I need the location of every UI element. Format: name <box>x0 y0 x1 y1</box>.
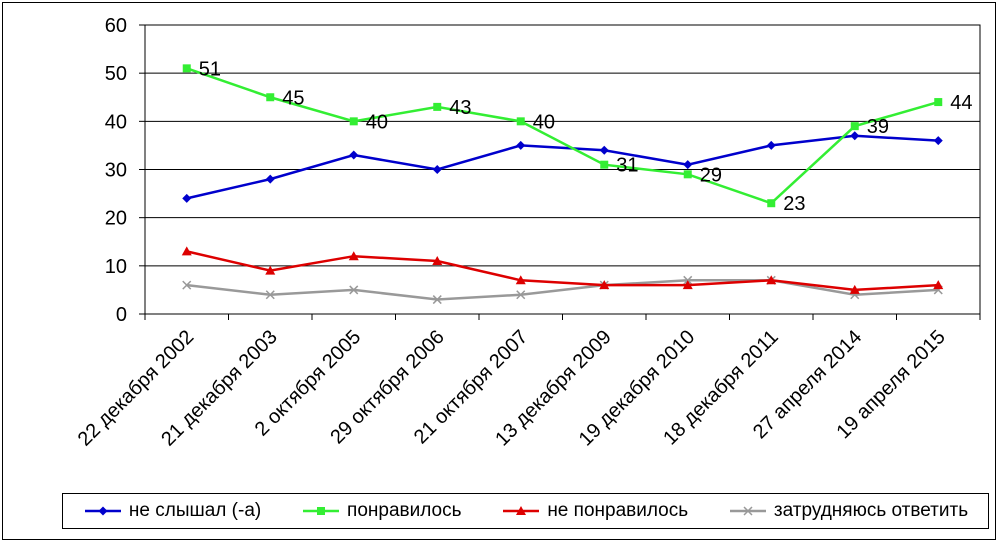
data-point <box>849 284 860 294</box>
legend-label: понравилось <box>347 500 462 521</box>
data-point <box>516 140 526 150</box>
marker-stroke <box>516 290 526 300</box>
data-label: 40 <box>366 111 388 133</box>
data-point <box>683 160 693 170</box>
y-axis-ticks: 0 10 20 30 40 50 60 <box>105 15 127 326</box>
y-tick-label: 60 <box>105 15 127 37</box>
legend-label: не понравилось <box>547 500 689 521</box>
data-label: 39 <box>867 116 889 138</box>
data-label: 40 <box>533 111 555 133</box>
data-point <box>933 280 944 290</box>
y-tick-label: 40 <box>105 111 127 133</box>
legend-swatch <box>729 506 766 516</box>
data-point <box>600 160 609 169</box>
marker-stroke <box>349 285 359 295</box>
grid-lines <box>145 24 980 267</box>
legend-swatch-marker <box>516 506 527 515</box>
series-line <box>186 67 939 205</box>
data-point <box>182 280 192 290</box>
data-point <box>516 117 525 126</box>
y-tick-label: 0 <box>116 304 127 326</box>
series-2 <box>181 246 944 294</box>
y-tick-label: 10 <box>105 256 127 278</box>
data-label: 29 <box>700 164 722 186</box>
data-label: 51 <box>199 58 221 80</box>
legend-swatch <box>303 507 340 515</box>
y-tick-label: 30 <box>105 160 127 182</box>
legend-label: затрудняюсь ответить <box>773 500 969 521</box>
y-tick-label: 50 <box>105 63 127 85</box>
data-point <box>599 280 610 290</box>
legend-swatch-marker <box>743 506 753 516</box>
data-point <box>767 199 776 208</box>
series-line <box>186 279 939 301</box>
legend-item: не слышал (-а) <box>83 500 261 522</box>
data-point <box>433 102 442 111</box>
marker-stroke <box>182 280 192 290</box>
data-point <box>516 290 526 300</box>
legend-swatch-marker <box>317 507 326 515</box>
data-label: 43 <box>449 97 471 119</box>
data-point <box>182 64 191 73</box>
data-point <box>850 122 859 131</box>
data-point <box>265 174 275 184</box>
marker-stroke <box>432 295 442 305</box>
marker-stroke <box>743 506 753 516</box>
legend-item: затрудняюсь ответить <box>728 500 968 522</box>
data-point <box>683 170 692 179</box>
legend-swatch-marker <box>98 506 108 516</box>
data-point <box>682 280 693 290</box>
legend-swatch <box>84 506 121 516</box>
legend-item: не понравилось <box>501 500 688 522</box>
data-point <box>266 93 275 102</box>
data-label: 23 <box>783 193 805 215</box>
data-point <box>349 285 359 295</box>
data-point <box>934 98 943 107</box>
legend-item: понравилось <box>301 500 462 522</box>
data-point <box>181 246 192 256</box>
data-point <box>933 136 943 146</box>
data-point <box>766 275 777 285</box>
legend: не слышал (-а) понравилось не понравилось з… <box>62 493 989 529</box>
series-line <box>186 134 939 200</box>
data-point <box>432 256 443 266</box>
series-group <box>181 64 944 305</box>
data-point <box>432 295 442 305</box>
data-point <box>348 251 359 261</box>
data-point <box>515 275 526 285</box>
data-label: 45 <box>282 87 304 109</box>
y-tick-label: 20 <box>105 208 127 230</box>
series-0 <box>182 131 943 203</box>
data-point <box>599 145 609 155</box>
marker-stroke <box>265 290 275 300</box>
legend-label: не слышал (-а) <box>128 500 262 521</box>
series-1 <box>182 64 943 208</box>
data-labels: 51 45 40 43 40 31 29 23 39 44 <box>199 58 973 215</box>
data-label: 31 <box>616 155 638 177</box>
axes <box>139 24 981 320</box>
data-point <box>432 165 442 174</box>
data-label: 44 <box>950 92 972 114</box>
data-point <box>349 150 359 160</box>
data-point <box>349 117 358 126</box>
data-point <box>265 265 276 275</box>
series-3 <box>182 275 943 305</box>
data-point <box>265 290 275 300</box>
data-point <box>850 131 860 141</box>
data-point <box>766 140 776 150</box>
data-point <box>182 193 192 203</box>
series-line <box>186 250 939 292</box>
legend-swatch <box>503 506 540 515</box>
